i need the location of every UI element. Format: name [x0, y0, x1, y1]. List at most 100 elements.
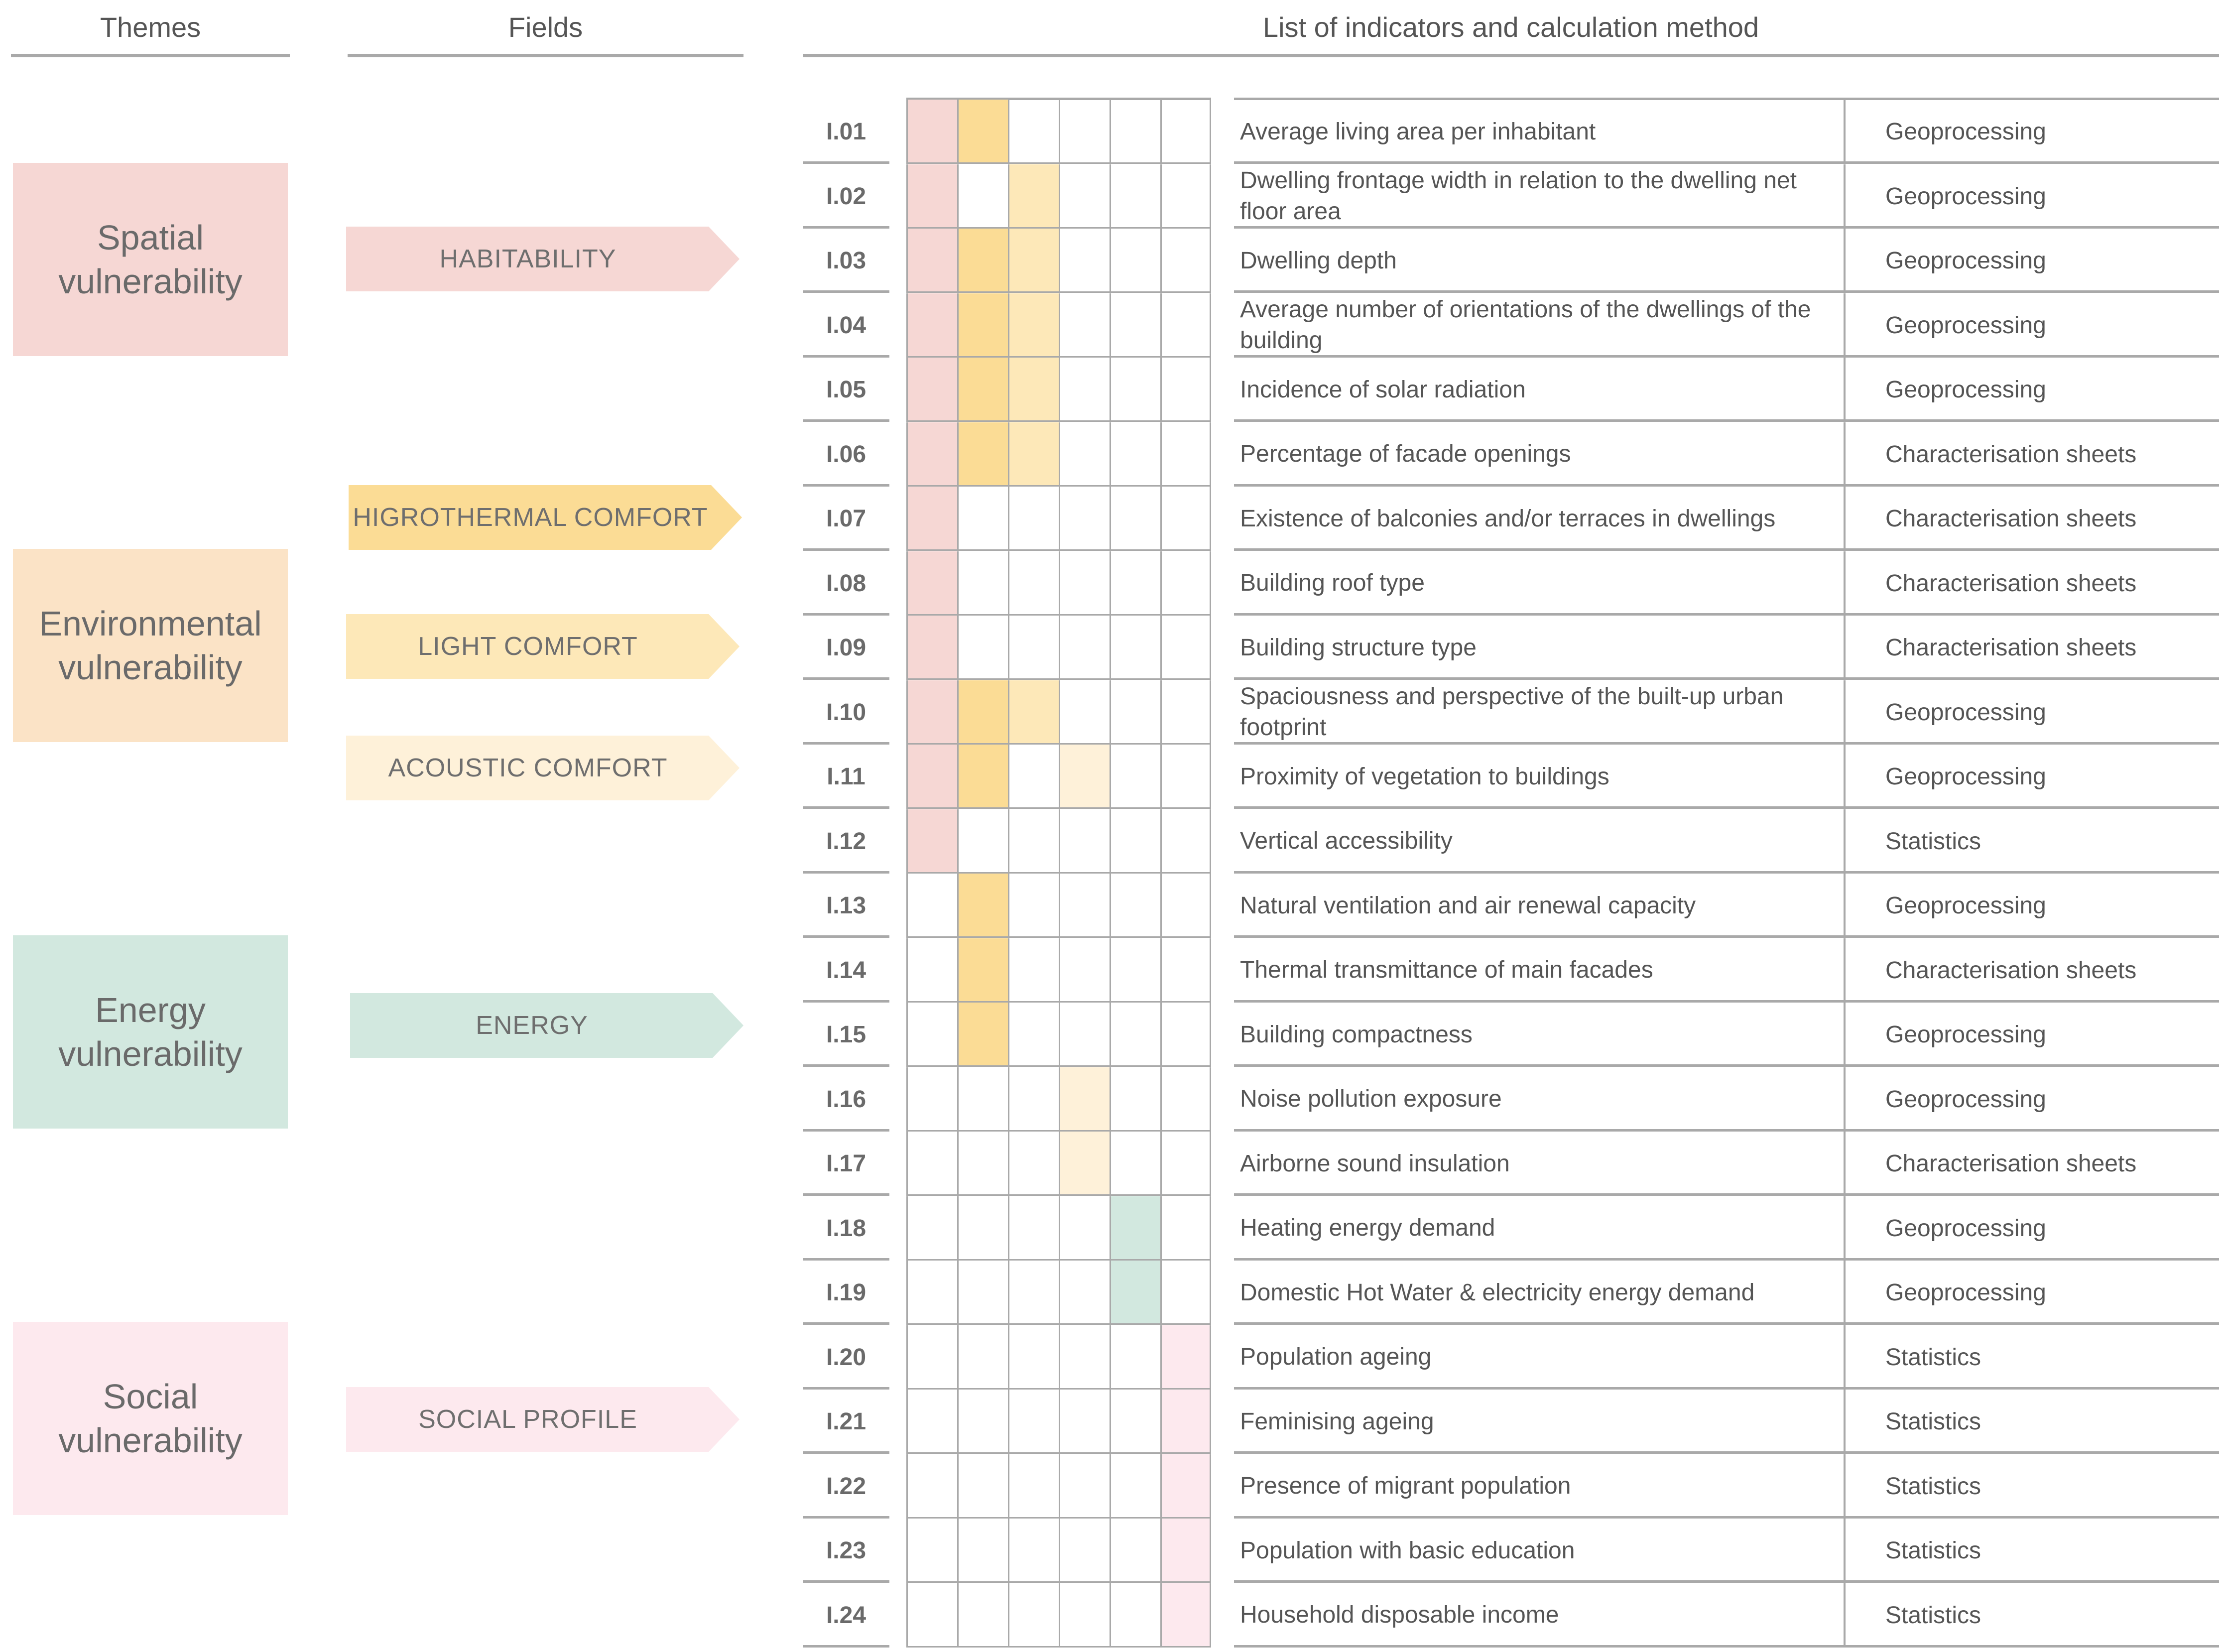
- matrix-cell-higrothermal: [957, 487, 1008, 551]
- matrix-cell-energy-field: [1110, 229, 1160, 293]
- indicator-id-rule: [803, 1258, 889, 1261]
- matrix-cell-light: [1008, 1583, 1059, 1648]
- matrix-cell-higrothermal: [957, 358, 1008, 422]
- matrix-cell-habitability: [906, 1196, 957, 1261]
- matrix-cell-habitability: [906, 809, 957, 874]
- matrix-cell-acoustic: [1059, 1454, 1110, 1519]
- calculation-method: Geoprocessing: [1844, 100, 2219, 164]
- table-row-rule: [1234, 1193, 2219, 1196]
- matrix-cell-higrothermal: [957, 164, 1008, 229]
- field-matrix-row: [906, 422, 1211, 487]
- indicator-id: I.09: [826, 635, 866, 661]
- fields-header-rule: [348, 54, 743, 57]
- table-row-rule: [1234, 1451, 2219, 1454]
- matrix-cell-habitability: [906, 487, 957, 551]
- matrix-cell-social-profile: [1160, 809, 1211, 874]
- table-row-rule: [1234, 935, 2219, 938]
- field-habitability: HABITABILITY: [346, 227, 740, 291]
- field-matrix-row: [906, 809, 1211, 874]
- field-matrix-row: [906, 229, 1211, 293]
- matrix-cell-energy-field: [1110, 1196, 1160, 1261]
- indicator-id-rule: [803, 935, 889, 938]
- matrix-cell-social-profile: [1160, 1519, 1211, 1583]
- indicator-id: I.19: [826, 1279, 866, 1306]
- indicator-id-rule: [803, 226, 889, 229]
- matrix-cell-energy-field: [1110, 358, 1160, 422]
- indicator-description: Proximity of vegetation to buildings: [1240, 763, 1609, 790]
- matrix-cell-social-profile: [1160, 1261, 1211, 1325]
- table-row: I.18 Heating energy demand Geoprocessing: [803, 1196, 2219, 1261]
- matrix-cell-energy-field: [1110, 938, 1160, 1003]
- table-row-rule: [1234, 419, 2219, 422]
- matrix-cell-energy-field: [1110, 1519, 1160, 1583]
- matrix-cell-energy-field: [1110, 551, 1160, 616]
- matrix-cell-light: [1008, 1132, 1059, 1196]
- matrix-cell-energy-field: [1110, 1325, 1160, 1390]
- calculation-method: Characterisation sheets: [1844, 938, 2219, 1003]
- indicator-id: I.01: [826, 119, 866, 145]
- field-matrix-row: [906, 1132, 1211, 1196]
- matrix-cell-social-profile: [1160, 100, 1211, 164]
- indicator-id: I.15: [826, 1021, 866, 1048]
- table-row: I.16 Noise pollution exposure Geoprocessin…: [803, 1067, 2219, 1132]
- matrix-cell-acoustic: [1059, 1003, 1110, 1067]
- table-row-rule: [1234, 1258, 2219, 1261]
- indicator-id: I.04: [826, 312, 866, 339]
- calculation-method: Characterisation sheets: [1844, 1132, 2219, 1196]
- calculation-method: Geoprocessing: [1844, 1003, 2219, 1067]
- matrix-cell-habitability: [906, 745, 957, 809]
- table-row: I.10 Spaciousness and perspective of the …: [803, 680, 2219, 745]
- indicator-description: Incidence of solar radiation: [1240, 376, 1526, 403]
- matrix-cell-higrothermal: [957, 229, 1008, 293]
- theme-environmental-line1: Environmental: [39, 604, 262, 643]
- indicator-id-rule: [803, 1580, 889, 1583]
- indicator-id: I.10: [826, 699, 866, 726]
- matrix-cell-acoustic: [1059, 293, 1110, 358]
- matrix-cell-social-profile: [1160, 1390, 1211, 1454]
- field-habitability-label: HABITABILITY: [439, 245, 617, 273]
- matrix-cell-light: [1008, 1003, 1059, 1067]
- matrix-cell-higrothermal: [957, 874, 1008, 938]
- matrix-cell-social-profile: [1160, 938, 1211, 1003]
- indicator-id: I.18: [826, 1215, 866, 1242]
- table-row: I.01 Average living area per inhabitant Ge…: [803, 100, 2219, 164]
- matrix-cell-habitability: [906, 229, 957, 293]
- matrix-cell-acoustic: [1059, 680, 1110, 745]
- matrix-cell-acoustic: [1059, 164, 1110, 229]
- field-matrix-row: [906, 1454, 1211, 1519]
- table-row: I.06 Percentage of facade openings Charact…: [803, 422, 2219, 487]
- indicator-id: I.12: [826, 828, 866, 855]
- matrix-cell-habitability: [906, 1390, 957, 1454]
- matrix-cell-energy-field: [1110, 1583, 1160, 1648]
- matrix-cell-social-profile: [1160, 164, 1211, 229]
- matrix-cell-acoustic: [1059, 809, 1110, 874]
- indicator-id-rule: [803, 806, 889, 809]
- table-row-rule: [1234, 161, 2219, 164]
- matrix-cell-light: [1008, 1325, 1059, 1390]
- matrix-cell-habitability: [906, 1519, 957, 1583]
- matrix-cell-acoustic: [1059, 1325, 1110, 1390]
- matrix-cell-habitability: [906, 551, 957, 616]
- field-matrix-row: [906, 938, 1211, 1003]
- indicator-description: Percentage of facade openings: [1240, 441, 1571, 467]
- table-row-rule: [1234, 484, 2219, 487]
- calculation-method: Geoprocessing: [1844, 229, 2219, 293]
- table-top-rule: [1234, 98, 2219, 100]
- matrix-cell-higrothermal: [957, 1583, 1008, 1648]
- matrix-cell-acoustic: [1059, 551, 1110, 616]
- field-matrix-row: [906, 874, 1211, 938]
- field-matrix-row: [906, 1583, 1211, 1648]
- matrix-cell-habitability: [906, 616, 957, 680]
- field-higrothermal-comfort-label: HIGROTHERMAL COMFORT: [353, 503, 708, 532]
- matrix-cell-energy-field: [1110, 874, 1160, 938]
- theme-social: Social vulnerability: [13, 1322, 288, 1515]
- table-row-rule: [1234, 1645, 2219, 1648]
- matrix-cell-light: [1008, 100, 1059, 164]
- matrix-cell-higrothermal: [957, 1325, 1008, 1390]
- field-matrix-row: [906, 1390, 1211, 1454]
- matrix-cell-energy-field: [1110, 809, 1160, 874]
- theme-energy-line1: Energy: [95, 991, 206, 1029]
- field-social-profile: SOCIAL PROFILE: [346, 1387, 740, 1452]
- theme-energy-line2: vulnerability: [58, 1034, 243, 1073]
- indicator-id-rule: [803, 871, 889, 874]
